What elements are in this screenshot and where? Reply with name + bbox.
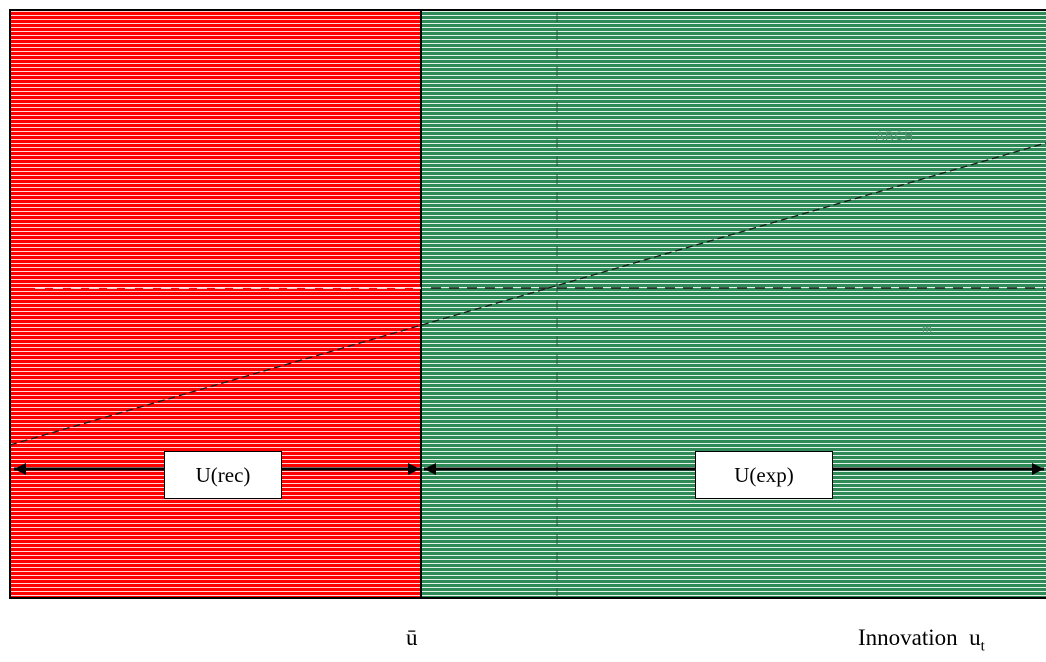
expansion-label-box: U(exp) [695, 451, 833, 499]
x-axis-label-symbol: u [969, 625, 981, 650]
mean-line-label: m [922, 322, 933, 336]
plot-frame [9, 9, 1046, 599]
threshold-label: ū [406, 625, 418, 650]
expansion-region [421, 10, 1046, 598]
arch-line-label: ARCH [876, 129, 915, 143]
x-axis-label-subscript: t [980, 638, 985, 655]
x-axis-label: Innovation ut [858, 625, 985, 656]
x-axis-label-word: Innovation [858, 625, 958, 650]
recession-label-box: U(rec) [164, 451, 282, 499]
arch-line [9, 142, 1046, 446]
recession-region [10, 10, 421, 598]
